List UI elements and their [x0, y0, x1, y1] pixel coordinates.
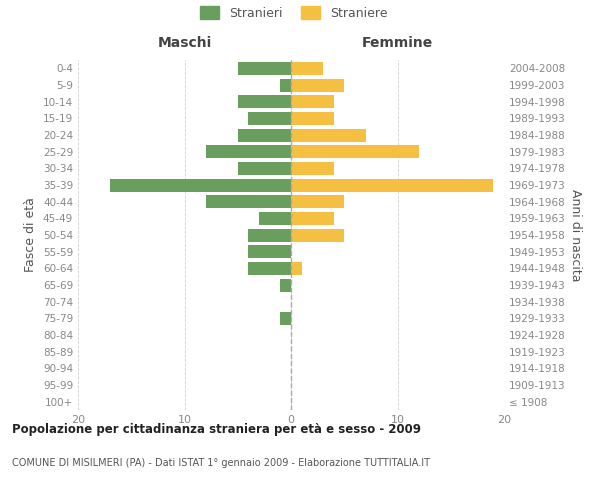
Bar: [248, 245, 291, 258]
Legend: Stranieri, Straniere: Stranieri, Straniere: [200, 6, 388, 20]
Bar: [291, 178, 493, 192]
Text: Femmine: Femmine: [362, 36, 433, 50]
Bar: [206, 195, 291, 208]
Bar: [291, 212, 334, 225]
Bar: [238, 95, 291, 108]
Bar: [206, 145, 291, 158]
Bar: [238, 62, 291, 75]
Bar: [291, 62, 323, 75]
Y-axis label: Fasce di età: Fasce di età: [25, 198, 37, 272]
Bar: [248, 262, 291, 275]
Text: Popolazione per cittadinanza straniera per età e sesso - 2009: Popolazione per cittadinanza straniera p…: [12, 422, 421, 436]
Bar: [238, 162, 291, 175]
Bar: [291, 162, 334, 175]
Bar: [259, 212, 291, 225]
Text: Maschi: Maschi: [157, 36, 212, 50]
Bar: [280, 312, 291, 325]
Bar: [248, 228, 291, 241]
Y-axis label: Anni di nascita: Anni di nascita: [569, 188, 582, 281]
Text: COMUNE DI MISILMERI (PA) - Dati ISTAT 1° gennaio 2009 - Elaborazione TUTTITALIA.: COMUNE DI MISILMERI (PA) - Dati ISTAT 1°…: [12, 458, 430, 468]
Bar: [280, 78, 291, 92]
Bar: [291, 95, 334, 108]
Bar: [291, 262, 302, 275]
Bar: [280, 278, 291, 291]
Bar: [291, 128, 365, 141]
Bar: [291, 145, 419, 158]
Bar: [291, 112, 334, 125]
Bar: [291, 195, 344, 208]
Bar: [248, 112, 291, 125]
Bar: [110, 178, 291, 192]
Bar: [291, 78, 344, 92]
Bar: [291, 228, 344, 241]
Bar: [238, 128, 291, 141]
